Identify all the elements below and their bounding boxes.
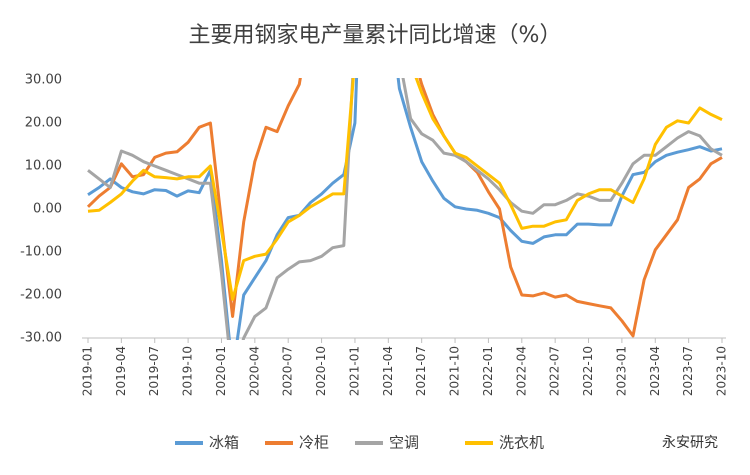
x-tick-label: 2021-10	[448, 346, 462, 396]
y-tick-label: 20.00	[25, 116, 62, 131]
x-tick-label: 2023-10	[715, 346, 729, 396]
line-series	[87, 78, 723, 301]
x-tick-label: 2021-07	[414, 346, 428, 396]
x-tick-label: 2022-10	[581, 346, 595, 396]
x-tick-label: 2020-04	[247, 346, 261, 396]
chart-title: 主要用钢家电产量累计同比增速（%）	[189, 23, 562, 48]
legend-label: 冷柜	[299, 434, 329, 452]
x-tick-label: 2022-01	[481, 346, 495, 396]
y-tick-label: -20.00	[20, 288, 62, 303]
x-tick-label: 2020-10	[314, 346, 328, 396]
legend-label: 空调	[389, 434, 419, 452]
y-tick-label: 30.00	[25, 73, 62, 88]
x-tick-label: 2019-01	[81, 346, 95, 396]
y-tick-label: 10.00	[25, 159, 62, 174]
x-tick-label: 2020-07	[281, 346, 295, 396]
line-series	[86, 78, 723, 338]
x-tick-label: 2019-10	[181, 346, 195, 396]
legend-label: 冰箱	[209, 434, 239, 452]
x-tick-label: 2020-01	[214, 346, 228, 396]
x-tick-label: 2021-01	[347, 346, 361, 396]
x-tick-label: 2023-07	[681, 346, 695, 396]
x-tick-label: 2019-07	[147, 346, 161, 396]
x-tick-label: 2023-01	[614, 346, 628, 396]
x-tick-label: 2022-07	[548, 346, 562, 396]
line-series	[87, 78, 723, 340]
x-tick-label: 2023-04	[648, 346, 662, 396]
legend-label: 洗衣机	[499, 434, 544, 452]
x-tick-label: 2022-04	[514, 346, 528, 396]
x-tick-label: 2019-04	[114, 346, 128, 396]
watermark: 永安研究	[662, 435, 718, 451]
plot-area	[86, 78, 723, 340]
line-series	[87, 78, 723, 340]
y-tick-label: -10.00	[20, 245, 62, 260]
y-tick-label: 0.00	[33, 202, 62, 217]
y-tick-label: -30.00	[20, 331, 62, 346]
x-tick-label: 2021-04	[381, 346, 395, 396]
